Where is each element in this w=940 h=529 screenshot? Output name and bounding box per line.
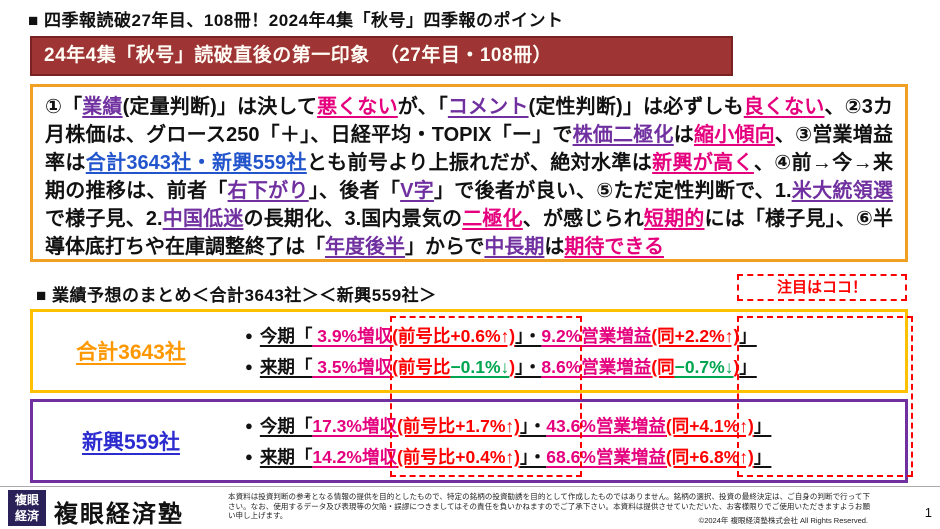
- total-current-term-text: 今期「 3.9%増収(前号比+0.6%↑)」・9.2%営業増益(同+2.2%↑)…: [259, 326, 757, 346]
- company-logo: 複眼 経済: [8, 490, 46, 526]
- section-banner-text: 24年4集「秋号」読破直後の第一印象 （27年目・108冊）: [44, 45, 553, 66]
- total-current-term-row: ● 今期「 3.9%増収(前号比+0.6%↑)」・9.2%営業増益(同+2.2%…: [245, 323, 757, 348]
- bullet-icon: ●: [245, 449, 253, 464]
- disclaimer-text: 本資料は投資判断の参考となる情報の提供を目的としたもので、特定の銘柄の投資勧誘を…: [228, 492, 870, 520]
- page-number: 1: [924, 505, 932, 520]
- total-companies-box: 合計3643社 ● 今期「 3.9%増収(前号比+0.6%↑)」・9.2%営業増…: [30, 309, 908, 393]
- attention-callout: 注目はココ！: [737, 274, 907, 301]
- page-title: ■ 四季報読破27年目、108冊！2024年4集「秋号」四季報のポイント: [28, 11, 564, 30]
- impression-box: ①「業績(定量判断)」は決して悪くないが、「コメント(定性判断)」は必ずしも良く…: [30, 84, 908, 262]
- logo-text-line1: 複眼: [14, 493, 39, 507]
- footer-divider: [0, 486, 940, 487]
- total-companies-rows: ● 今期「 3.9%増収(前号比+0.6%↑)」・9.2%営業増益(同+2.2%…: [245, 323, 757, 379]
- summary-heading: ■ 業績予想のまとめ＜合計3643社＞＜新興559社＞: [36, 286, 437, 305]
- company-brand-name: 複眼経済塾: [54, 501, 184, 528]
- bullet-icon: ●: [245, 328, 253, 343]
- emerging-companies-box: 新興559社 ● 今期「17.3%増収(前号比+1.7%↑)」・43.6%営業増…: [30, 399, 908, 483]
- section-banner: 24年4集「秋号」読破直後の第一印象 （27年目・108冊）: [30, 36, 733, 76]
- emerging-current-term-row: ● 今期「17.3%増収(前号比+1.7%↑)」・43.6%営業増益(同+4.1…: [245, 413, 771, 438]
- total-next-term-row: ● 来期「 3.5%増収(前号比−0.1%↓)」・8.6%営業増益(同−0.7%…: [245, 354, 757, 379]
- emerging-companies-label: 新興559社: [81, 431, 181, 454]
- emerging-next-term-row: ● 来期「14.2%増収(前号比+0.4%↑)」・68.6%営業増益(同+6.8…: [245, 444, 771, 469]
- logo-text-line2: 経済: [14, 509, 39, 523]
- emerging-next-term-text: 来期「14.2%増収(前号比+0.4%↑)」・68.6%営業増益(同+6.8%↑…: [259, 447, 772, 467]
- total-companies-label: 合計3643社: [76, 341, 186, 364]
- total-next-term-text: 来期「 3.5%増収(前号比−0.1%↓)」・8.6%営業増益(同−0.7%↓)…: [259, 357, 757, 377]
- copyright-text: ©2024年 複眼経済塾株式会社 All Rights Reserved.: [698, 516, 868, 525]
- emerging-companies-rows: ● 今期「17.3%増収(前号比+1.7%↑)」・43.6%営業増益(同+4.1…: [245, 413, 771, 469]
- bullet-icon: ●: [245, 418, 253, 433]
- impression-text: ①「業績(定量判断)」は決して悪くないが、「コメント(定性判断)」は必ずしも良く…: [45, 96, 894, 258]
- bullet-icon: ●: [245, 359, 253, 374]
- emerging-current-term-text: 今期「17.3%増収(前号比+1.7%↑)」・43.6%営業増益(同+4.1%↑…: [259, 416, 772, 436]
